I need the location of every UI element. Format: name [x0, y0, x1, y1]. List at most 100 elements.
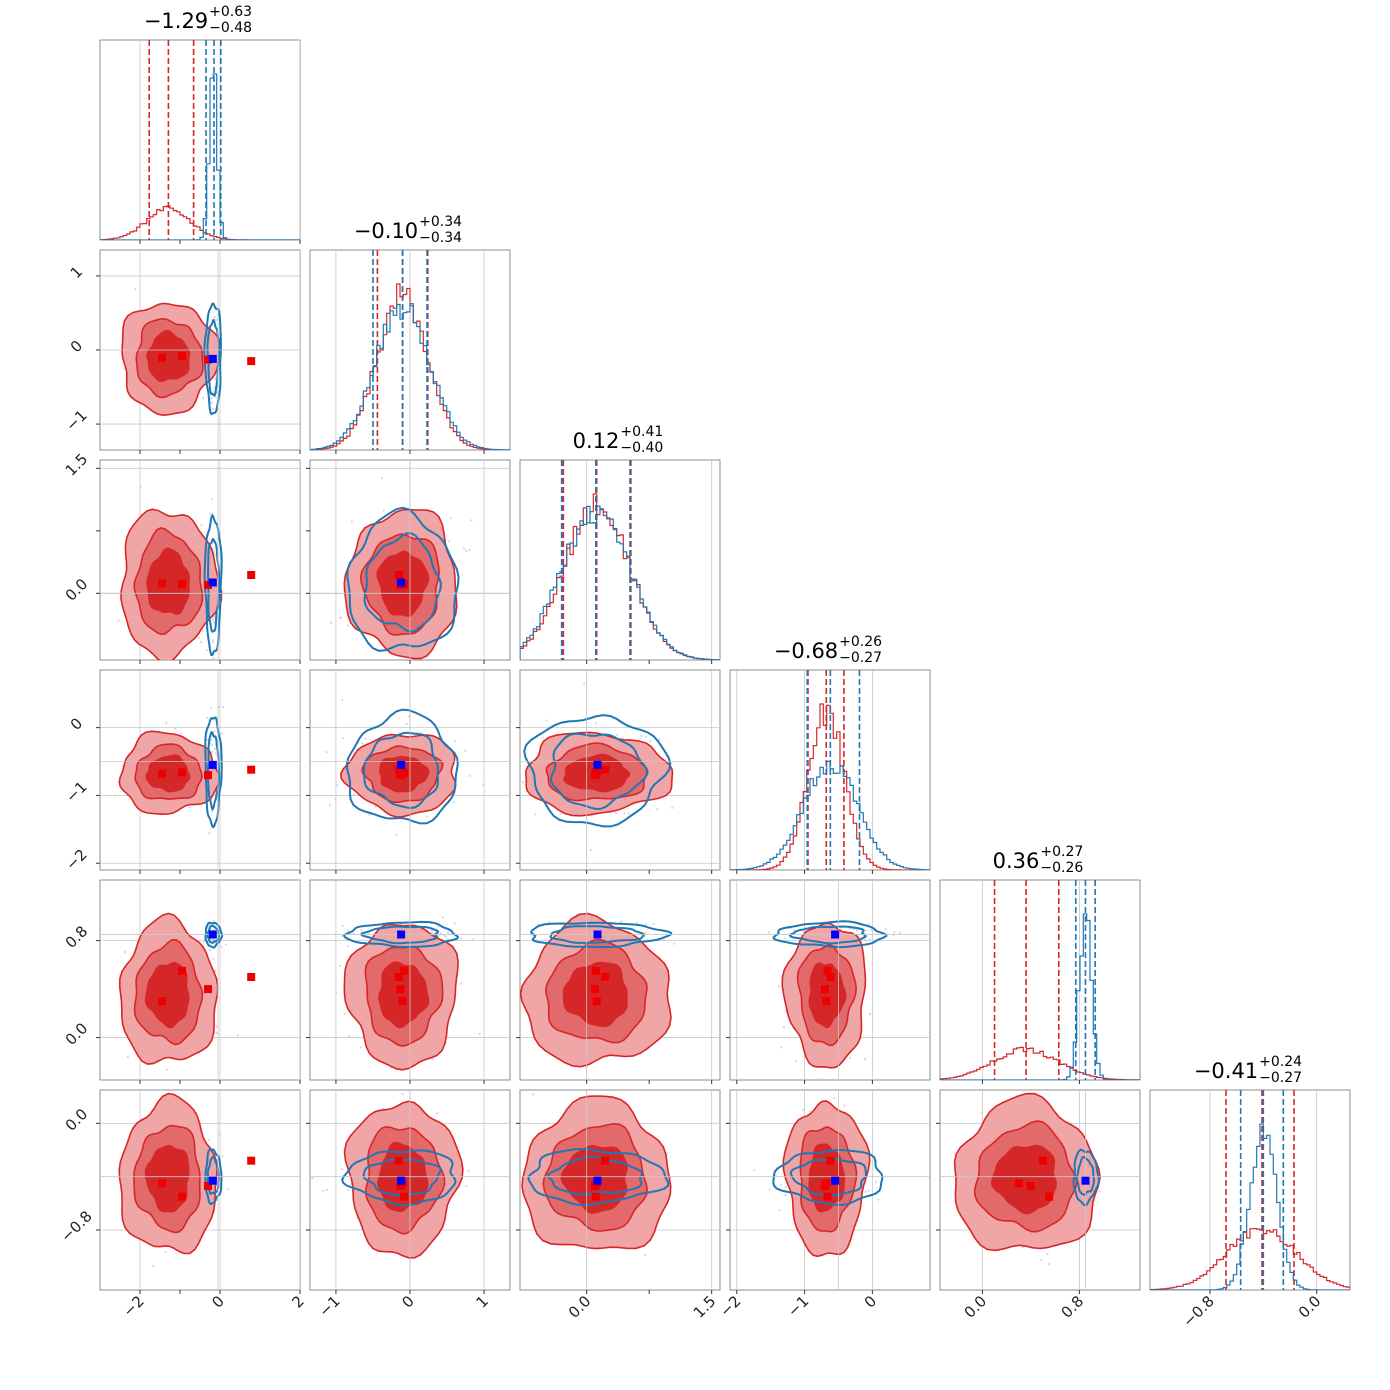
scatter-dot: [589, 848, 592, 851]
scatter-dot: [478, 1032, 481, 1035]
scatter-dot: [446, 931, 450, 934]
scatter-dot: [394, 667, 396, 669]
scatter-dot: [209, 512, 212, 515]
scatter-dot: [395, 833, 398, 836]
scatter-dot: [136, 663, 138, 665]
red-marker: [204, 355, 212, 364]
scatter-dot: [425, 815, 428, 818]
red-marker: [158, 353, 166, 362]
blue-marker: [208, 578, 217, 587]
panel-content: [730, 670, 930, 870]
panel-3-2: [516, 669, 721, 874]
panel-content: [310, 250, 510, 450]
scatter-dot: [117, 619, 120, 622]
panel-4-2: [516, 879, 721, 1084]
scatter-dot: [808, 1110, 811, 1113]
scatter-dot: [124, 950, 127, 954]
scatter-dot: [865, 939, 868, 942]
scatter-dot: [220, 945, 223, 949]
red-marker: [822, 997, 831, 1006]
panel-4-0: 0.0 0.8: [62, 879, 301, 1084]
title-median: 0.12: [573, 429, 620, 453]
scatter-dot: [325, 1188, 328, 1191]
scatter-dot: [165, 1068, 168, 1071]
red-marker: [394, 1156, 403, 1165]
title-minus: −0.40: [620, 440, 663, 456]
scatter-dot: [174, 727, 177, 730]
panel-5-3: −2 −1 0: [716, 1089, 931, 1320]
scatter-dot: [802, 930, 805, 933]
panel-content: [730, 1090, 930, 1290]
red-contour-2: [144, 962, 190, 1029]
red-marker: [1014, 1179, 1023, 1188]
red-marker: [247, 765, 256, 774]
scatter-dot: [893, 931, 896, 934]
scatter-dot: [559, 812, 562, 815]
title-minus: −0.27: [1259, 1070, 1302, 1086]
scatter-dot: [341, 698, 344, 701]
panel-3-3: −0.68 +0.26−0.27: [729, 634, 931, 874]
panel-content: [520, 670, 720, 870]
x-tick-label: 0.0: [565, 1292, 595, 1322]
scatter-dot: [644, 735, 647, 738]
scatter-dot: [197, 636, 201, 639]
red-marker: [204, 771, 212, 780]
scatter-dot: [208, 831, 211, 835]
scatter-dot: [778, 1209, 781, 1212]
red-marker: [178, 1192, 186, 1201]
red-contour-2: [146, 329, 191, 383]
scatter-dot: [338, 964, 341, 968]
scatter-dot: [657, 738, 661, 741]
scatter-dot: [868, 1012, 872, 1015]
scatter-dot: [212, 656, 215, 660]
red-marker: [247, 1156, 256, 1165]
red-marker: [247, 571, 256, 579]
red-marker: [400, 966, 409, 975]
y-tick-label: 0.0: [62, 1105, 92, 1135]
title-median: −0.68: [774, 639, 838, 663]
scatter-dot: [468, 549, 471, 552]
title-minus: −0.34: [419, 230, 462, 246]
x-tick-label: 1.5: [690, 1292, 720, 1322]
scatter-dot: [201, 629, 204, 632]
scatter-dot: [833, 1096, 836, 1099]
blue-marker: [831, 930, 840, 939]
blue-contour-0: [346, 506, 460, 652]
scatter-dot: [1046, 1253, 1049, 1256]
red-marker: [178, 966, 186, 975]
scatter-dot: [436, 1112, 439, 1115]
scatter-dot: [782, 1025, 786, 1029]
panel-1-0: −1 0 1: [62, 249, 301, 454]
panel-frame: [99, 39, 301, 241]
panel-frame: [939, 879, 1141, 1081]
scatter-dot: [359, 1046, 362, 1049]
scatter-dot: [210, 743, 213, 746]
x-tick-label: −0.8: [1179, 1292, 1217, 1330]
red-marker: [158, 1179, 166, 1188]
scatter-dot: [452, 800, 456, 804]
x-tick-label: −2: [119, 1292, 147, 1320]
scatter-dot: [224, 943, 227, 946]
scatter-dot: [211, 547, 214, 550]
y-tick-label: −0.8: [57, 1207, 95, 1245]
blue-marker: [831, 1176, 840, 1185]
panel-content: [100, 460, 300, 665]
blue-contour-0: [345, 708, 459, 825]
title-plus: +0.41: [620, 424, 663, 440]
scatter-dot: [382, 509, 385, 512]
scatter-dot: [671, 806, 674, 809]
scatter-dot: [864, 1190, 867, 1193]
scatter-dot: [202, 941, 205, 944]
title-median: 0.36: [993, 849, 1040, 873]
scatter-dot: [199, 641, 203, 644]
red-marker: [204, 581, 212, 589]
scatter-dot: [347, 945, 350, 948]
blue-contour-1: [550, 732, 649, 810]
red-marker: [398, 997, 407, 1006]
y-tick-label: 0: [67, 337, 86, 356]
scatter-dot: [361, 742, 364, 745]
scatter-dot: [335, 992, 338, 995]
y-tick-label: 1: [67, 263, 86, 282]
scatter-dot: [407, 715, 410, 718]
red-marker: [823, 1192, 832, 1201]
